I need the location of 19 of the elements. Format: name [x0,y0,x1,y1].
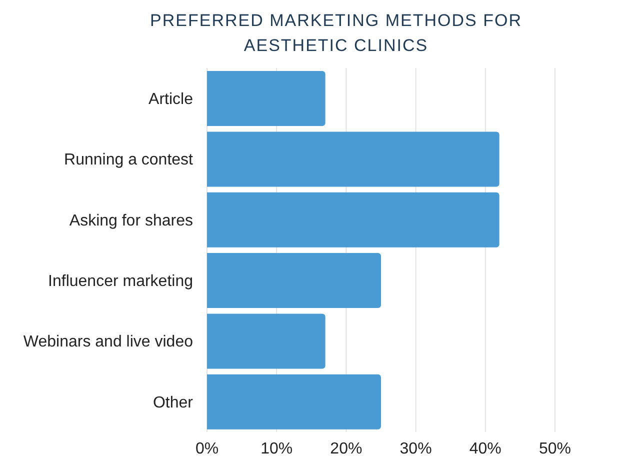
bar [207,374,381,430]
y-tick-label: Webinars and live video [23,334,194,351]
y-tick-label: Article [148,91,194,108]
x-tick-label: 50% [538,440,572,458]
x-tick-label: 20% [330,440,362,458]
x-tick-label: 0% [195,440,219,458]
chart-title: PREFERRED MARKETING METHODS FOR AESTHETIC CLINICS [149,10,523,57]
bar [207,132,500,187]
x-tick-label: 30% [400,440,432,458]
y-tick-label: Running a contest [64,152,194,169]
bar [207,314,326,369]
y-tick-label: Asking for shares [69,212,193,230]
y-tick-label: Other [152,394,194,412]
bar [207,192,500,248]
y-tick-label: Influencer marketing [48,273,193,290]
x-tick-label: 10% [260,440,293,458]
bar [207,253,381,308]
bar [207,71,326,126]
x-tick-label: 40% [469,440,502,458]
